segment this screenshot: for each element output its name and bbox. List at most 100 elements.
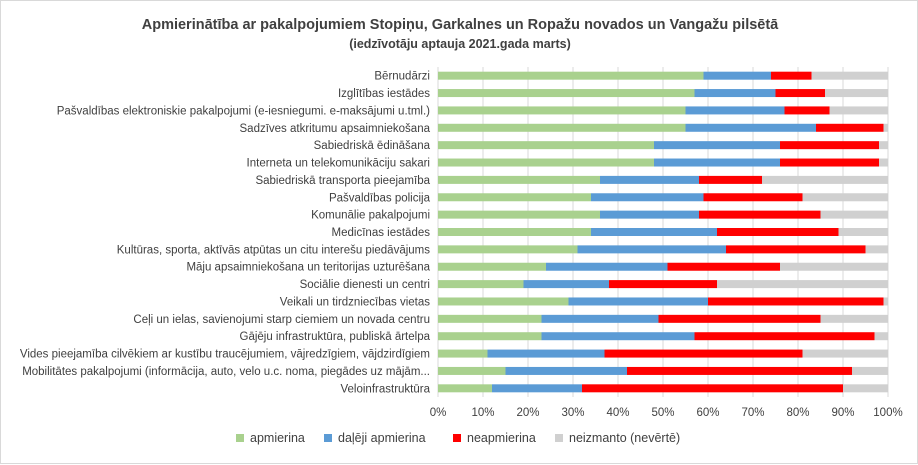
bar-segment	[802, 193, 888, 202]
x-tick-label: 20%	[516, 407, 539, 419]
bar-segment	[843, 384, 888, 393]
bar-segment	[600, 175, 699, 184]
bar-segment	[438, 262, 546, 271]
x-tick-label: 0%	[430, 407, 447, 419]
bar-segment	[523, 280, 609, 289]
bar-segment	[879, 141, 888, 150]
x-tick-label: 40%	[606, 407, 629, 419]
bar-segment	[694, 332, 875, 341]
category-label: Interneta un telekomunikāciju sakari	[247, 158, 430, 170]
bar-segment	[694, 89, 776, 98]
bar-segment	[438, 141, 654, 150]
bar-segment	[703, 193, 803, 202]
category-label: Bērnudārzi	[374, 71, 430, 83]
bar-segment	[780, 141, 879, 150]
legend-label: neizmanto (nevērtē)	[569, 431, 680, 445]
bar-segment	[685, 106, 785, 115]
bar-segment	[609, 280, 717, 289]
bar-segment	[726, 245, 866, 254]
bar-segment	[802, 349, 888, 358]
bar-segment	[438, 332, 542, 341]
x-tick-label: 10%	[471, 407, 494, 419]
bar-segment	[829, 106, 888, 115]
bar-segment	[654, 141, 780, 150]
category-label: Pašvaldības elektroniskie pakalpojumi (e…	[57, 105, 430, 117]
bar-segment	[685, 123, 816, 132]
bar-segment	[627, 366, 852, 375]
bar-segment	[838, 228, 888, 236]
category-label: Medicīnas iestādes	[332, 227, 431, 239]
category-label: Vides pieejamība cilvēkiem ar kustību tr…	[20, 349, 430, 361]
bar-segment	[505, 366, 627, 375]
bar-segment	[438, 123, 686, 132]
bar-segment	[658, 314, 821, 323]
bar-segment	[825, 89, 888, 98]
bar-segment	[699, 175, 762, 184]
bar-segment	[820, 314, 888, 323]
legend-swatch	[453, 434, 461, 442]
category-label: Veloinfrastruktūra	[341, 383, 431, 395]
category-label: Komunālie pakalpojumi	[311, 210, 430, 222]
x-tick-label: 90%	[831, 407, 854, 419]
bar-segment	[438, 384, 492, 393]
legend-swatch	[555, 434, 563, 442]
bar-segment	[438, 210, 600, 219]
bar-segment	[667, 262, 780, 271]
bar-segment	[879, 158, 888, 167]
category-label: Māju apsaimniekošana un teritorijas uztu…	[186, 262, 430, 274]
bar-segment	[577, 245, 726, 254]
bar-segment	[438, 366, 506, 375]
bar-segment	[708, 297, 884, 306]
bar-segment	[717, 228, 839, 236]
legend-swatch	[324, 434, 332, 442]
legend-label: daļēji apmierina	[338, 431, 426, 445]
bar-segment	[438, 193, 591, 202]
bar-segment	[582, 384, 843, 393]
bar-segment	[591, 228, 717, 236]
bar-segment	[438, 158, 654, 167]
bar-segment	[816, 123, 884, 132]
bar-segment	[541, 314, 659, 323]
chart-title: Apmierinātība ar pakalpojumiem Stopiņu, …	[142, 17, 779, 33]
x-axis-ticks: 0% 10% 20% 30% 40% 50% 60% 70% 80% 90% 100%	[430, 407, 903, 419]
x-tick-label: 70%	[741, 407, 764, 419]
bar-segment	[438, 280, 524, 289]
bar-segment	[546, 262, 668, 271]
x-tick-label: 100%	[873, 407, 902, 419]
bar-segment	[865, 245, 888, 254]
category-label: Ceļi un ielas, savienojumi starp ciemiem…	[133, 314, 430, 326]
bar-segment	[438, 71, 704, 80]
bar-segment	[438, 297, 569, 306]
bar-segment	[775, 89, 825, 98]
bar-segment	[883, 123, 888, 132]
x-tick-label: 80%	[786, 407, 809, 419]
category-label: Sabiedriskā transporta pieejamība	[255, 175, 430, 187]
bar-segment	[438, 89, 695, 98]
category-label: Gājēju infrastruktūra, publiskā ārtelpa	[240, 331, 431, 343]
bar-segment	[438, 106, 686, 115]
bar-segment	[600, 210, 699, 219]
bar-segment	[771, 71, 812, 80]
bar-segment	[438, 245, 578, 254]
legend-label: apmierina	[250, 431, 305, 445]
category-label: Sociālie dienesti un centri	[300, 279, 430, 291]
category-label: Sabiedriskā ēdināšana	[314, 140, 431, 152]
bar-segment	[703, 71, 771, 80]
bar-segment	[492, 384, 582, 393]
bar-segment	[820, 210, 888, 219]
bar-segment	[591, 193, 704, 202]
bar-segment	[784, 106, 830, 115]
bar-segment	[762, 175, 888, 184]
bar-segment	[438, 349, 488, 358]
bar-segment	[541, 332, 695, 341]
bar-segment	[811, 71, 888, 80]
bar-segment	[780, 158, 879, 167]
chart-subtitle: (iedzīvotāju aptauja 2021.gada marts)	[349, 37, 571, 51]
bar-segment	[654, 158, 780, 167]
bar-segment	[438, 175, 600, 184]
bar-segment	[883, 297, 888, 306]
bar-segment	[852, 366, 888, 375]
bars	[438, 71, 888, 393]
